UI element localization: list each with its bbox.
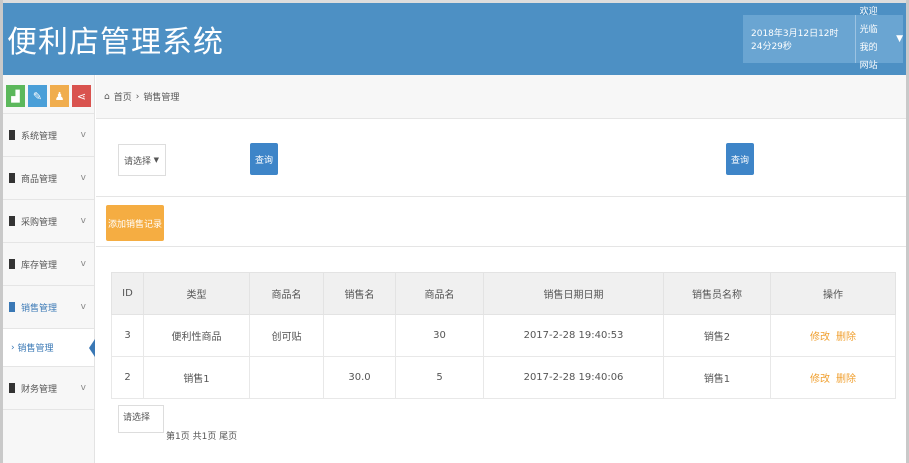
page-select[interactable]: 请选择 <box>118 405 164 433</box>
chevron-down-icon: v <box>80 383 86 393</box>
cell-id: 2 <box>111 356 144 399</box>
chevron-down-icon: v <box>80 130 86 140</box>
home-icon[interactable]: ⌂ <box>104 91 110 102</box>
sidebar-item-system[interactable]: 系统管理 v <box>3 114 94 157</box>
sidebar-item-finance[interactable]: 财务管理 v <box>3 367 94 410</box>
add-sale-button[interactable]: 添加销售记录 <box>106 205 164 241</box>
col-goods: 商品名 <box>249 272 324 315</box>
delete-link[interactable]: 删除 <box>836 332 856 343</box>
sidebar-item-label: 系统管理 <box>21 131 58 142</box>
cell-date: 2017-2-28 19:40:06 <box>483 356 664 399</box>
sidebar-subitem-sales[interactable]: › 销售管理 <box>3 329 95 367</box>
sidebar-item-label: 销售管理 <box>21 303 58 314</box>
sidebar-item-label: 采购管理 <box>21 217 58 228</box>
delete-link[interactable]: 删除 <box>836 374 856 385</box>
table-row: 2 销售1 30.0 5 2017-2-28 19:40:06 销售1 修改 删除 <box>111 356 896 399</box>
share-icon[interactable]: ⋖ <box>72 85 91 107</box>
cell-goods: 创可贴 <box>249 314 324 357</box>
edit-link[interactable]: 修改 <box>810 332 830 343</box>
caret-down-icon[interactable]: ▼ <box>896 34 903 44</box>
sidebar-subitem-label: 销售管理 <box>17 344 54 354</box>
category-select[interactable]: 请选择 ▼ <box>118 144 166 176</box>
sidebar-item-sales[interactable]: 销售管理 v <box>3 286 94 329</box>
col-date: 销售日期日期 <box>483 272 664 315</box>
site-text: 我的网站 <box>859 43 878 71</box>
pagination: 请选择 第1页 共1页 尾页 <box>118 405 237 442</box>
bookmark-icon <box>9 383 15 393</box>
bookmark-icon <box>9 259 15 269</box>
col-id: ID <box>111 272 144 315</box>
sidebar-item-label: 商品管理 <box>21 174 58 185</box>
query-button[interactable]: 查询 <box>250 143 278 175</box>
cell-sale-name <box>323 314 396 357</box>
chevron-down-icon: v <box>80 216 86 226</box>
cell-type: 便利性商品 <box>143 314 250 357</box>
sidebar-item-label: 财务管理 <box>21 384 58 395</box>
header: 便利店管理系统 2018年3月12日12时24分29秒 欢迎光临 我的网站 ▼ <box>3 0 906 75</box>
cell-type: 销售1 <box>143 356 250 399</box>
sidebar-item-goods[interactable]: 商品管理 v <box>3 157 94 200</box>
main-content: ⌂ 首页 › 销售管理 请选择 ▼ 查询 查询 添加销售记录 <box>96 75 906 463</box>
pencil-icon[interactable]: ✎ <box>28 85 47 107</box>
bookmark-icon <box>9 173 15 183</box>
edit-link[interactable]: 修改 <box>810 374 830 385</box>
search-bar: 请选择 ▼ 查询 查询 <box>96 119 906 197</box>
cell-goods-2: 30 <box>395 314 484 357</box>
chevron-down-icon: v <box>80 302 86 312</box>
datetime: 2018年3月12日12时24分29秒 <box>743 15 856 63</box>
bookmark-icon <box>9 302 15 312</box>
sidebar: ▟ ✎ ♟ ⋖ 系统管理 v 商品管理 v 采购管理 v 库存管理 v 销售管理 v › … <box>3 75 95 463</box>
col-sale-name: 销售名 <box>323 272 396 315</box>
bookmark-icon <box>9 216 15 226</box>
cell-seller: 销售1 <box>663 356 771 399</box>
active-indicator <box>89 339 95 357</box>
caret-down-icon: ▼ <box>153 156 159 164</box>
col-seller: 销售员名称 <box>663 272 771 315</box>
app-title: 便利店管理系统 <box>7 25 224 60</box>
sales-table: ID 类型 商品名 销售名 商品名 销售日期日期 销售员名称 操作 3 便利性商… <box>111 272 896 399</box>
user-icon <box>9 130 15 140</box>
chevron-down-icon: v <box>80 173 86 183</box>
breadcrumb-separator: › <box>135 91 140 102</box>
cell-actions: 修改 删除 <box>770 314 896 357</box>
table-row: 3 便利性商品 创可贴 30 2017-2-28 19:40:53 销售2 修改… <box>111 314 896 357</box>
cell-goods <box>249 356 324 399</box>
cell-seller: 销售2 <box>663 314 771 357</box>
col-goods-2: 商品名 <box>395 272 484 315</box>
query-button-2[interactable]: 查询 <box>726 143 754 175</box>
sidebar-item-stock[interactable]: 库存管理 v <box>3 243 94 286</box>
sidebar-item-label: 库存管理 <box>21 260 58 271</box>
cell-actions: 修改 删除 <box>770 356 896 399</box>
user-icon[interactable]: ♟ <box>50 85 69 107</box>
col-actions: 操作 <box>770 272 896 315</box>
page-info[interactable]: 第1页 共1页 尾页 <box>166 432 238 442</box>
cell-id: 3 <box>111 314 144 357</box>
select-value: 请选择 <box>124 156 152 167</box>
breadcrumb-home[interactable]: 首页 <box>113 93 132 103</box>
breadcrumb: ⌂ 首页 › 销售管理 <box>96 75 906 119</box>
welcome-text: 欢迎光临 <box>859 7 878 35</box>
col-type: 类型 <box>143 272 250 315</box>
chart-icon[interactable]: ▟ <box>6 85 25 107</box>
cell-date: 2017-2-28 19:40:53 <box>483 314 664 357</box>
breadcrumb-current: 销售管理 <box>143 93 180 103</box>
chevron-down-icon: v <box>80 259 86 269</box>
user-menu[interactable]: 2018年3月12日12时24分29秒 欢迎光临 我的网站 ▼ <box>743 7 903 71</box>
sidebar-item-purchase[interactable]: 采购管理 v <box>3 200 94 243</box>
cell-sale-name: 30.0 <box>323 356 396 399</box>
cell-goods-2: 5 <box>395 356 484 399</box>
